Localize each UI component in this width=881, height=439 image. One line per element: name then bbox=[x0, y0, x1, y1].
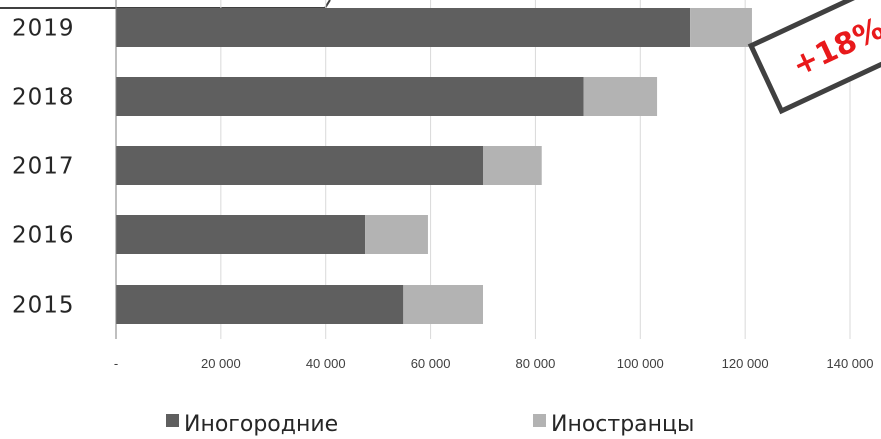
legend-label-inogorodnie: Иногородние bbox=[184, 412, 338, 437]
bar-2018-inostrantsy bbox=[583, 77, 658, 116]
x-tick-label-0: - bbox=[114, 356, 118, 371]
category-label-2019: 2019 bbox=[12, 16, 75, 42]
x-tick-label-60000: 60 000 bbox=[411, 356, 451, 371]
x-axis-tick-labels: - 20 000 40 000 60 000 80 000 100 000 120 000 1… bbox=[114, 356, 874, 371]
stamp-frame bbox=[747, 0, 881, 115]
growth-stamp: +18% bbox=[747, 0, 881, 115]
bar-2019-inostrantsy bbox=[690, 8, 752, 47]
category-label-2017: 2017 bbox=[12, 154, 75, 180]
x-tick-label-100000: 100 000 bbox=[617, 356, 664, 371]
bar-2018-inogorodnie bbox=[116, 77, 584, 116]
clipped-frame-edge bbox=[0, 0, 331, 9]
bar-2017-inostrantsy bbox=[483, 146, 542, 185]
category-label-2016: 2016 bbox=[12, 223, 75, 249]
category-label-2018: 2018 bbox=[12, 85, 75, 111]
bar-2017-inogorodnie bbox=[116, 146, 483, 185]
x-tick-label-20000: 20 000 bbox=[201, 356, 241, 371]
bars bbox=[116, 8, 752, 324]
x-tick-label-40000: 40 000 bbox=[306, 356, 346, 371]
x-tick-label-80000: 80 000 bbox=[516, 356, 556, 371]
bar-2016-inogorodnie bbox=[116, 215, 366, 254]
bar-2016-inostrantsy bbox=[365, 215, 428, 254]
x-tick-label-120000: 120 000 bbox=[722, 356, 769, 371]
category-labels: 2019 2018 2017 2016 2015 bbox=[12, 16, 75, 319]
legend-swatch-inostrantsy bbox=[533, 414, 546, 427]
bar-2015-inostrantsy bbox=[403, 285, 483, 324]
bar-2019-inogorodnie bbox=[116, 8, 691, 47]
category-label-2015: 2015 bbox=[12, 293, 75, 319]
x-tick-label-140000: 140 000 bbox=[827, 356, 874, 371]
legend-swatch-inogorodnie bbox=[166, 414, 179, 427]
legend: Иногородние Иностранцы bbox=[166, 412, 694, 437]
legend-label-inostrantsy: Иностранцы bbox=[551, 412, 694, 437]
bar-2015-inogorodnie bbox=[116, 285, 404, 324]
